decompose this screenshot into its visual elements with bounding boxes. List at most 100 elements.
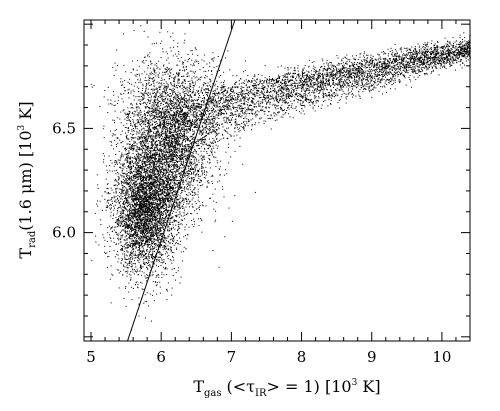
data-point <box>159 212 161 214</box>
data-point <box>108 202 109 204</box>
data-point <box>209 167 211 169</box>
data-point <box>125 215 127 217</box>
data-point <box>182 75 184 77</box>
data-point <box>178 208 180 210</box>
data-point <box>142 213 144 215</box>
data-point <box>149 187 151 189</box>
data-point <box>131 104 133 106</box>
data-point <box>113 250 115 252</box>
data-point <box>178 203 180 205</box>
data-point <box>143 171 145 173</box>
data-point <box>145 187 147 189</box>
data-point <box>157 197 159 199</box>
data-point <box>199 148 201 149</box>
data-point <box>138 156 140 158</box>
data-point <box>123 177 125 179</box>
data-point <box>154 202 156 204</box>
data-point <box>106 183 108 185</box>
data-point <box>155 173 157 175</box>
data-point <box>150 159 152 161</box>
data-point <box>190 86 192 88</box>
data-point <box>115 216 117 218</box>
data-point <box>187 212 189 214</box>
data-point <box>168 172 170 174</box>
data-point <box>178 172 180 174</box>
data-point <box>118 159 120 161</box>
data-point <box>138 152 140 154</box>
data-point <box>162 238 164 240</box>
data-point <box>161 200 163 202</box>
data-point <box>145 207 147 209</box>
data-point <box>147 224 149 226</box>
data-point <box>153 216 155 217</box>
data-point <box>124 213 126 215</box>
data-point <box>113 195 115 197</box>
data-point <box>139 266 141 268</box>
data-point <box>171 234 173 236</box>
data-point <box>185 140 186 142</box>
data-point <box>173 194 175 196</box>
data-point <box>150 155 152 157</box>
data-point <box>178 225 179 227</box>
data-point <box>200 180 202 182</box>
data-point <box>126 247 128 249</box>
data-point <box>186 146 188 148</box>
data-point <box>149 162 151 164</box>
data-point <box>134 161 136 163</box>
data-point <box>131 191 133 193</box>
data-point <box>148 179 150 181</box>
data-point <box>160 203 161 205</box>
data-point <box>150 202 152 204</box>
data-point <box>154 250 155 252</box>
data-point <box>130 226 132 228</box>
data-point <box>141 143 143 145</box>
data-point <box>128 186 130 187</box>
data-point <box>137 234 138 236</box>
data-point <box>164 221 165 223</box>
data-point <box>134 204 135 206</box>
data-point <box>151 188 153 189</box>
data-point <box>148 196 149 198</box>
data-point <box>158 243 159 245</box>
data-point <box>137 183 139 185</box>
data-point <box>175 132 177 134</box>
data-point <box>156 282 158 283</box>
data-point <box>189 159 191 161</box>
data-point <box>146 154 148 156</box>
data-point <box>128 179 130 181</box>
data-point <box>134 141 136 143</box>
data-point <box>127 233 129 235</box>
data-point <box>147 141 149 143</box>
data-point <box>129 177 131 179</box>
data-point <box>115 191 117 193</box>
data-point <box>155 192 157 194</box>
data-point <box>135 266 137 268</box>
data-point <box>143 225 145 227</box>
data-point <box>119 238 121 240</box>
data-point <box>153 169 155 171</box>
data-point <box>141 160 143 162</box>
data-point <box>165 192 167 194</box>
data-point <box>137 284 139 286</box>
data-point <box>158 239 160 241</box>
data-point <box>167 225 169 227</box>
data-point <box>117 207 119 209</box>
data-point <box>143 204 145 205</box>
data-point <box>165 183 167 185</box>
data-point <box>162 262 164 264</box>
data-point <box>118 150 120 152</box>
data-point <box>127 192 129 194</box>
data-point <box>133 183 135 185</box>
data-point <box>142 266 144 268</box>
data-point <box>138 254 140 256</box>
data-point <box>145 243 146 245</box>
data-point <box>147 138 149 140</box>
data-point <box>125 178 127 180</box>
data-point <box>153 210 155 212</box>
data-point <box>158 170 160 172</box>
data-point <box>146 228 148 230</box>
data-point <box>140 215 142 217</box>
data-point <box>183 156 185 157</box>
data-point <box>156 232 158 234</box>
data-point <box>144 166 146 168</box>
